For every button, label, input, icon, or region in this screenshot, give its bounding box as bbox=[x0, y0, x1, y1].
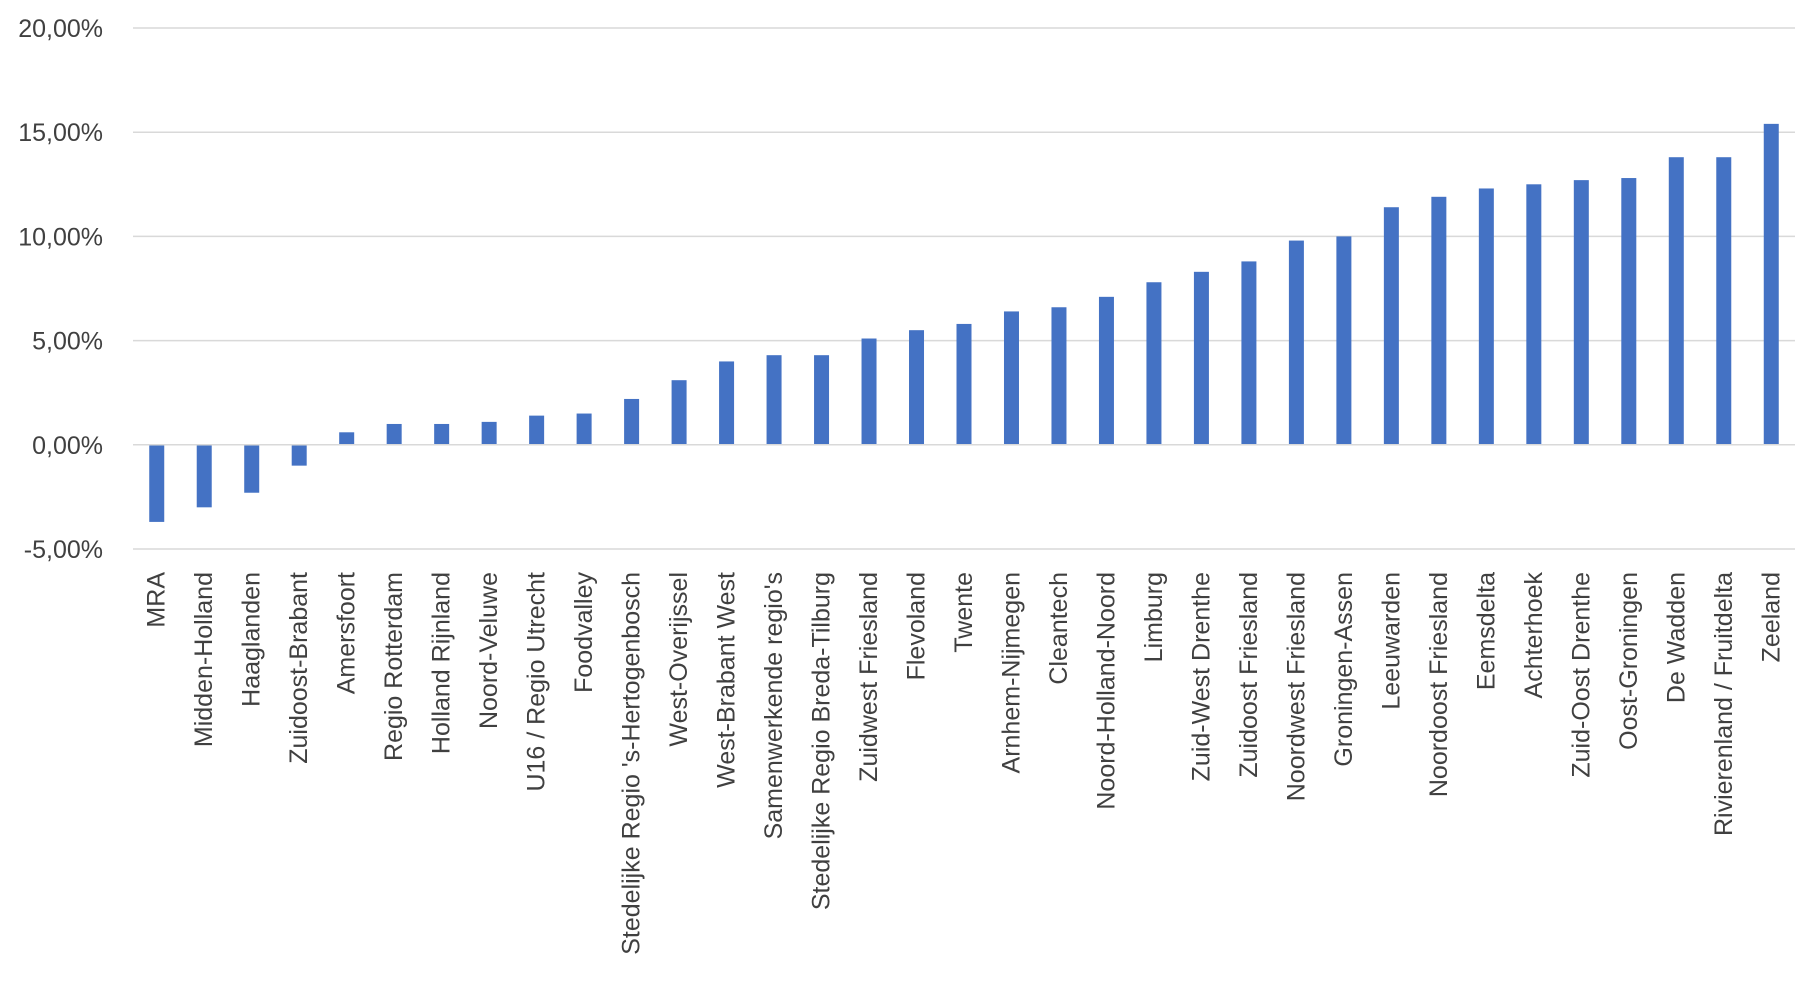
bar bbox=[671, 380, 687, 445]
x-axis-category-labels: MRA Midden-Holland Haaglanden Zuidoost-Brab… bbox=[143, 572, 1786, 955]
bar bbox=[1146, 282, 1162, 445]
x-category-label: Foodvalley bbox=[570, 572, 598, 693]
x-category-label: Groningen-Assen bbox=[1330, 572, 1358, 767]
x-category-label: Leeuwarden bbox=[1377, 572, 1405, 710]
y-tick-label: 20,00% bbox=[18, 15, 103, 43]
x-category-label: Cleantech bbox=[1045, 572, 1073, 685]
bar bbox=[1003, 311, 1019, 445]
x-category-label: Regio Rotterdam bbox=[380, 572, 408, 761]
bars bbox=[149, 123, 1779, 522]
x-category-label: Arnhem-Nijmegen bbox=[997, 572, 1025, 773]
y-tick-label: 5,00% bbox=[32, 328, 103, 356]
bar bbox=[719, 361, 735, 445]
x-category-label: De Wadden bbox=[1662, 572, 1690, 703]
bar bbox=[1193, 271, 1209, 445]
x-category-label: MRA bbox=[143, 572, 171, 628]
x-category-label: Twente bbox=[950, 572, 978, 653]
x-category-label: Zuidwest Friesland bbox=[855, 572, 883, 782]
bar bbox=[386, 423, 402, 445]
x-category-label: West-Brabant West bbox=[713, 572, 741, 788]
y-tick-label: -5,00% bbox=[24, 536, 103, 564]
bar bbox=[1716, 157, 1732, 445]
bar bbox=[291, 444, 307, 466]
bar bbox=[861, 338, 877, 445]
bar bbox=[766, 355, 782, 445]
bar bbox=[1336, 236, 1352, 445]
y-axis-tick-labels: -5,00% 0,00% 5,00% 10,00% 15,00% 20,00% bbox=[18, 15, 103, 564]
bar bbox=[1383, 207, 1399, 445]
x-category-label: Haaglanden bbox=[238, 572, 266, 707]
x-category-label: Oost-Groningen bbox=[1615, 572, 1643, 750]
x-category-label: Stedelijke Regio 's-Hertogenbosch bbox=[618, 572, 646, 955]
x-category-label: Noordwest Friesland bbox=[1282, 572, 1310, 801]
x-category-label: Noord-Holland-Noord bbox=[1092, 572, 1120, 810]
x-category-label: Rivierenland / Fruitdelta bbox=[1710, 572, 1738, 836]
x-category-label: Midden-Holland bbox=[190, 572, 218, 747]
bar bbox=[1668, 157, 1684, 445]
y-tick-label: 10,00% bbox=[18, 223, 103, 251]
x-category-label: Holland Rijnland bbox=[428, 572, 456, 754]
bar bbox=[339, 432, 355, 445]
x-category-label: West-Overijssel bbox=[665, 572, 693, 747]
x-category-label: Zuidoost Friesland bbox=[1235, 572, 1263, 778]
bar bbox=[434, 423, 450, 445]
x-category-label: Stedelijke Regio Breda-Tilburg bbox=[808, 572, 836, 910]
x-category-label: Samenwerkende regio's bbox=[760, 572, 788, 839]
bar bbox=[909, 330, 925, 445]
x-category-label: Limburg bbox=[1140, 572, 1168, 662]
bar bbox=[149, 444, 165, 522]
bar bbox=[624, 398, 640, 445]
bar bbox=[1573, 180, 1589, 445]
bar bbox=[956, 323, 972, 445]
gridlines bbox=[133, 27, 1795, 550]
x-category-label: Zuidoost-Brabant bbox=[285, 572, 313, 764]
bar bbox=[1621, 178, 1637, 445]
x-category-label: Amersfoort bbox=[333, 572, 361, 694]
bar bbox=[529, 415, 545, 445]
bar bbox=[1763, 123, 1779, 445]
bar bbox=[1526, 184, 1542, 445]
bar bbox=[244, 444, 260, 493]
x-category-label: Zuid-Oost Drenthe bbox=[1567, 572, 1595, 778]
bar bbox=[1098, 296, 1114, 445]
y-tick-label: 15,00% bbox=[18, 119, 103, 147]
x-category-label: Flevoland bbox=[903, 572, 931, 680]
x-category-label: U16 / Regio Utrecht bbox=[523, 572, 551, 792]
x-category-label: Eemsdelta bbox=[1472, 572, 1500, 690]
x-category-label: Noordoost Friesland bbox=[1425, 572, 1453, 797]
bar bbox=[481, 421, 497, 445]
x-category-label: Zuid-West Drenthe bbox=[1187, 572, 1215, 781]
bar bbox=[1288, 240, 1304, 445]
x-category-label: Noord-Veluwe bbox=[475, 572, 503, 729]
bar bbox=[1478, 188, 1494, 445]
bar bbox=[1241, 261, 1257, 445]
bar bbox=[196, 444, 212, 508]
bar bbox=[1431, 196, 1447, 445]
x-category-label: Zeeland bbox=[1757, 572, 1785, 662]
bar bbox=[814, 355, 830, 445]
bar bbox=[576, 413, 592, 445]
y-tick-label: 0,00% bbox=[32, 432, 103, 460]
bar bbox=[1051, 307, 1067, 445]
x-category-label: Achterhoek bbox=[1520, 572, 1548, 699]
